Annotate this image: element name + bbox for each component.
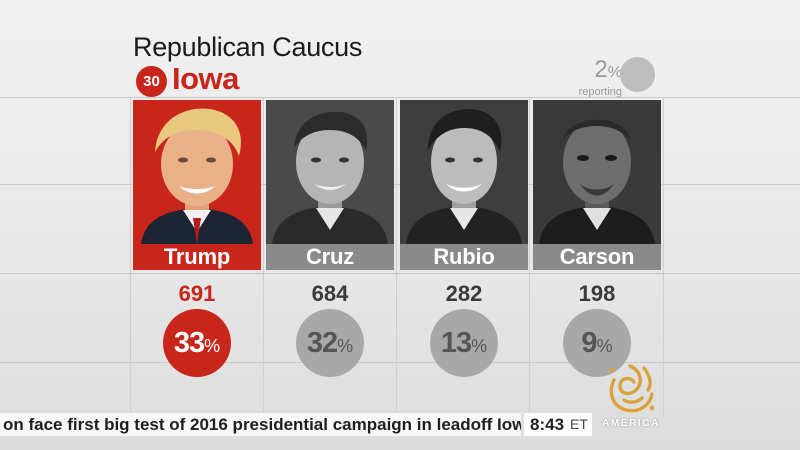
grid-line	[0, 362, 800, 363]
reporting-percent: 2%	[594, 56, 622, 83]
candidate-photo	[266, 100, 394, 244]
candidate-percent: 9%	[563, 309, 631, 377]
network-wordmark: AMERICA	[602, 418, 660, 429]
candidate-votes: 198	[578, 281, 616, 306]
candidate-votes: 684	[311, 281, 349, 306]
candidate-votes: 691	[178, 281, 216, 306]
grid-line	[0, 97, 800, 98]
candidate-name: Trump	[133, 244, 261, 270]
al-jazeera-calligraphy-icon	[609, 364, 655, 413]
reporting-label: reporting	[578, 86, 622, 98]
clock-zone: ET	[570, 416, 588, 432]
reporting-indicator-icon	[620, 57, 655, 92]
grid-line	[263, 97, 264, 417]
grid-line	[529, 97, 530, 417]
network-logo: AMERICA	[600, 360, 662, 432]
broadcast-clock: 8:43 ET	[524, 413, 592, 436]
candidate-card-trump: Trump	[133, 100, 261, 270]
delegates-badge: 30	[136, 66, 167, 97]
race-title: Republican Caucus	[133, 32, 363, 62]
candidate-name: Cruz	[266, 244, 394, 270]
candidate-percent: 13%	[430, 309, 498, 377]
candidate-card-rubio: Rubio	[400, 100, 528, 270]
candidate-name: Rubio	[400, 244, 528, 270]
ticker-headline: on face first big test of 2016 president…	[3, 415, 521, 434]
grid-line	[396, 97, 397, 417]
candidate-card-cruz: Cruz	[266, 100, 394, 270]
clock-time: 8:43	[530, 415, 565, 434]
candidate-photo	[533, 100, 661, 244]
grid-line	[130, 97, 131, 417]
news-ticker: on face first big test of 2016 president…	[0, 413, 521, 436]
candidate-name: Carson	[533, 244, 661, 270]
reporting-readout: 2% reporting	[552, 56, 622, 99]
candidate-votes: 282	[445, 281, 483, 306]
candidate-photo	[400, 100, 528, 244]
candidate-photo	[133, 100, 261, 244]
state-name: Iowa	[172, 61, 239, 96]
grid-line	[663, 97, 664, 417]
candidate-percent: 32%	[296, 309, 364, 377]
candidate-percent: 33%	[163, 309, 231, 377]
candidate-card-carson: Carson	[533, 100, 661, 270]
grid-line	[0, 273, 800, 274]
